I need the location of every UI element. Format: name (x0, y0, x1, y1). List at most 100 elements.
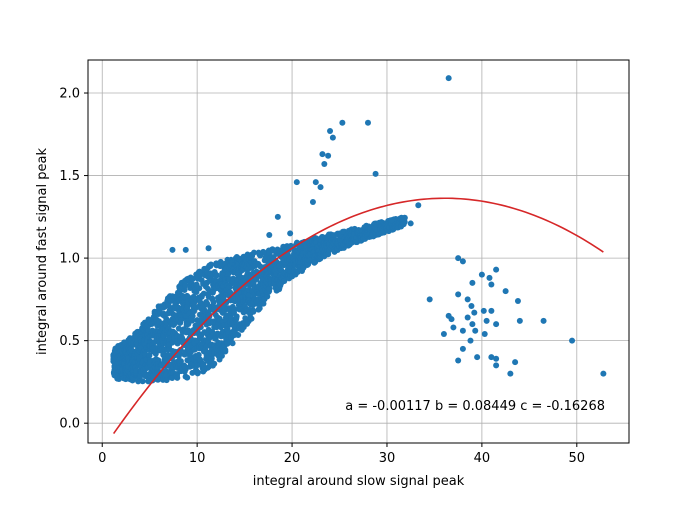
scatter-point (327, 127, 334, 134)
scatter-point (488, 354, 495, 361)
scatter-point (388, 217, 395, 224)
scatter-point (178, 316, 185, 323)
scatter-point (455, 357, 462, 364)
scatter-point (208, 261, 215, 268)
scatter-point (209, 289, 216, 296)
y-axis-label: integral around fast signal peak (35, 148, 50, 355)
scatter-point (139, 378, 146, 385)
scatter-point (169, 246, 176, 253)
scatter-point (325, 152, 332, 159)
scatter-point (248, 315, 255, 322)
scatter-point (469, 321, 476, 328)
scatter-point (218, 352, 225, 359)
y-tick-label: 0.5 (59, 334, 80, 349)
scatter-point (200, 290, 207, 297)
scatter-point (569, 337, 576, 344)
y-tick-label: 1.5 (59, 169, 80, 184)
scatter-point (218, 333, 225, 340)
scatter-point (222, 348, 229, 355)
scatter-point (210, 299, 217, 306)
scatter-point (182, 282, 189, 289)
scatter-point (448, 316, 455, 323)
scatter-point (174, 374, 181, 381)
scatter-point (471, 309, 478, 316)
scatter-point (213, 272, 220, 279)
scatter-point (516, 317, 523, 324)
scatter-point (200, 361, 207, 368)
scatter-point (364, 119, 371, 126)
fit-curve-layer (112, 197, 604, 435)
scatter-point (208, 355, 215, 362)
scatter-point (488, 307, 495, 314)
scatter-point (464, 314, 471, 321)
scatter-point (194, 370, 201, 377)
scatter-point (502, 288, 509, 295)
scatter-points (110, 75, 607, 385)
plot-frame (87, 59, 630, 444)
scatter-point (472, 327, 479, 334)
scatter-point (493, 355, 500, 362)
scatter-point (229, 340, 236, 347)
x-tick-label: 30 (379, 451, 396, 466)
scatter-point (488, 281, 495, 288)
scatter-point (329, 134, 336, 141)
scatter-point (266, 231, 273, 238)
scatter-point (507, 370, 514, 377)
scatter-point (459, 345, 466, 352)
scatter-point (321, 161, 328, 168)
scatter-point (468, 302, 475, 309)
y-tick-label: 2.0 (59, 87, 80, 102)
scatter-point (245, 292, 252, 299)
scatter-point (287, 230, 294, 237)
scatter-point (233, 313, 240, 320)
y-tick-label: 0.0 (59, 417, 80, 432)
scatter-point (177, 346, 184, 353)
scatter-point (455, 255, 462, 262)
x-tick-label: 40 (474, 451, 491, 466)
scatter-point (372, 170, 379, 177)
grid-lines (88, 60, 629, 443)
scatter-point (339, 119, 346, 126)
scatter-point (235, 332, 242, 339)
scatter-point (480, 307, 487, 314)
scatter-point (486, 274, 493, 281)
scatter-point (469, 279, 476, 286)
scatter-point (312, 179, 319, 186)
scatter-point (309, 198, 316, 205)
scatter-point (493, 362, 500, 369)
axis-ticks: 0 10 20 30 40 50 0.0 0.5 1.0 1.5 2.0 (59, 87, 585, 466)
scatter-point (319, 151, 326, 158)
scatter-point (163, 377, 170, 384)
scatter-point (512, 359, 519, 366)
scatter-point (459, 327, 466, 334)
x-tick-label: 50 (569, 451, 586, 466)
scatter-point (440, 331, 447, 338)
scatter-point (317, 184, 324, 191)
scatter-point (274, 213, 281, 220)
scatter-point (250, 249, 257, 256)
scatter-point (189, 313, 196, 320)
scatter-point (464, 296, 471, 303)
x-tick-label: 10 (189, 451, 206, 466)
scatter-point (399, 215, 406, 222)
scatter-point (467, 337, 474, 344)
scatter-point (178, 334, 185, 341)
scatter-point (514, 298, 521, 305)
scatter-point (266, 285, 273, 292)
scatter-point (493, 266, 500, 273)
scatter-point (459, 258, 466, 265)
fit-coefficients-annotation: a = -0.00117 b = 0.08449 c = -0.16268 (345, 399, 605, 414)
scatter-point (182, 246, 189, 253)
scatter-point (600, 370, 607, 377)
scatter-point (211, 360, 218, 367)
scatter-point (493, 321, 500, 328)
scatter-point (189, 317, 196, 324)
scatter-point (146, 352, 153, 359)
scatter-point (250, 308, 257, 315)
scatter-point (455, 291, 462, 298)
scatter-point (177, 358, 184, 365)
y-tick-label: 1.0 (59, 252, 80, 267)
scatter-point (445, 75, 452, 82)
